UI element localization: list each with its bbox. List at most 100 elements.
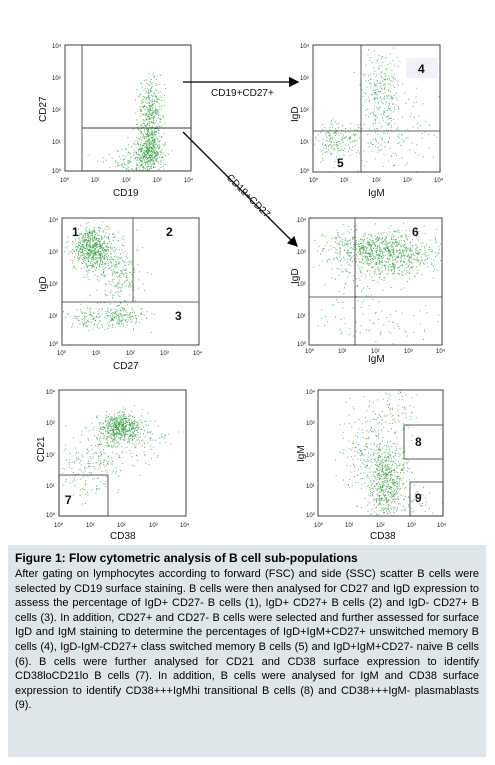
gate-cd27-negative: [81, 127, 192, 172]
plot-frame: [58, 389, 187, 517]
x-tick-labels: 10⁰ 10¹ 10² 10³ 10⁴: [60, 177, 194, 184]
y-tick-labels: 10⁴ 10³ 10² 10¹ 10⁰: [297, 217, 307, 348]
svg-text:10⁰: 10⁰: [309, 177, 319, 184]
figure-caption: Figure 1: Flow cytometric analysis of B …: [8, 545, 486, 757]
x-tick-labels: 10⁰ 10¹ 10² 10³ 10⁴: [309, 177, 444, 184]
y-axis-label: IgD: [290, 106, 301, 122]
x-axis-label: IgM: [368, 188, 385, 199]
arrow-label-cd19-cd27neg: CD19+CD27-: [224, 172, 274, 222]
svg-text:10²: 10²: [300, 108, 309, 114]
svg-text:10³: 10³: [46, 421, 55, 427]
quadrant-number-3: 3: [175, 309, 182, 323]
svg-text:10⁰: 10⁰: [57, 350, 67, 357]
plot-frame: [308, 217, 443, 346]
svg-text:10²: 10²: [122, 178, 131, 184]
panel-cd38-igm: 8 9 IgM CD38 10⁰ 10¹ 10² 10³ 10⁴ 10⁴ 10³…: [296, 389, 447, 540]
svg-text:10⁰: 10⁰: [297, 341, 307, 348]
svg-text:10⁴: 10⁴: [46, 389, 56, 396]
y-axis-label: CD21: [36, 436, 47, 462]
scatter-dots: [62, 405, 180, 505]
quadrant-4-label-background: [406, 58, 438, 78]
svg-text:10²: 10²: [126, 351, 135, 357]
svg-text:10²: 10²: [46, 453, 55, 459]
svg-text:10³: 10³: [149, 523, 158, 529]
caption-text: After gating on lymphocytes according to…: [15, 568, 479, 712]
svg-text:10⁴: 10⁴: [300, 43, 310, 50]
svg-text:10⁴: 10⁴: [52, 43, 62, 50]
panel-cd27-igd: 1 2 3 IgD CD27 10⁰ 10¹ 10² 10³ 10⁴ 10⁴ 1…: [38, 217, 203, 372]
plot-frame: [317, 389, 444, 517]
svg-text:10⁴: 10⁴: [180, 522, 190, 529]
gate-cd38lo-cd21lo: [58, 474, 109, 517]
x-axis-label: CD27: [113, 361, 139, 372]
plot-frame: [312, 44, 441, 173]
caption-title: Figure 1: Flow cytometric analysis of B …: [15, 551, 358, 565]
svg-text:10³: 10³: [52, 76, 61, 82]
svg-text:10¹: 10¹: [340, 178, 349, 184]
svg-text:10²: 10²: [52, 108, 61, 114]
svg-text:10³: 10³: [300, 76, 309, 82]
gate-cd38hi-igmneg: [409, 481, 444, 517]
scatter-dots: [87, 72, 173, 171]
svg-text:10⁰: 10⁰: [52, 168, 62, 175]
x-axis-label: CD38: [110, 531, 136, 540]
svg-text:10³: 10³: [403, 178, 412, 184]
svg-text:10⁰: 10⁰: [305, 348, 315, 355]
quadrant-number-6: 6: [412, 225, 419, 239]
svg-text:10³: 10³: [404, 349, 413, 355]
quadrant-number-9: 9: [415, 491, 422, 505]
y-axis-label: CD27: [38, 96, 49, 122]
y-tick-labels: 10⁴ 10³ 10² 10¹ 10⁰: [49, 217, 59, 348]
quadrant-number-8: 8: [415, 435, 422, 449]
svg-text:10⁰: 10⁰: [46, 512, 56, 519]
gating-arrow-cd27neg: CD19+CD27-: [182, 131, 298, 247]
x-axis-label: IgM: [368, 354, 385, 365]
y-tick-labels: 10⁴ 10³ 10² 10¹ 10⁰: [46, 389, 56, 519]
svg-text:10¹: 10¹: [52, 140, 61, 146]
svg-text:10⁴: 10⁴: [49, 217, 59, 224]
arrow-label-cd19-cd27pos: CD19+CD27+: [211, 88, 274, 99]
svg-text:10⁰: 10⁰: [49, 341, 59, 348]
svg-text:10⁰: 10⁰: [300, 168, 310, 175]
svg-text:10⁴: 10⁴: [436, 348, 446, 355]
y-axis-label: IgD: [290, 268, 301, 284]
svg-text:10⁰: 10⁰: [60, 177, 70, 184]
scatter-dots: [314, 47, 440, 172]
svg-text:10¹: 10¹: [91, 178, 100, 184]
panel-igm-igd-cd27pos: 4 5 IgD IgM 10⁰ 10¹ 10² 10³ 10⁴ 10⁴ 10³ …: [290, 43, 444, 199]
scatter-dots: [63, 221, 155, 333]
quadrant-number-7: 7: [65, 493, 72, 507]
x-tick-labels: 10⁰ 10¹ 10² 10³ 10⁴: [54, 522, 190, 529]
svg-text:10²: 10²: [117, 523, 126, 529]
panel-cd38-cd21: 7 CD21 CD38 10⁰ 10¹ 10² 10³ 10⁴ 10⁴ 10³ …: [36, 389, 190, 540]
panel-cd19-cd27: CD27 CD19 10⁰ 10¹ 10² 10³ 10⁴ 10⁴ 10³ 10…: [38, 43, 194, 199]
svg-text:10⁴: 10⁴: [184, 177, 194, 184]
svg-text:10¹: 10¹: [300, 140, 309, 146]
svg-text:10²: 10²: [371, 349, 380, 355]
y-tick-labels: 10⁴ 10³ 10² 10¹ 10⁰: [300, 43, 310, 175]
svg-text:10³: 10³: [297, 250, 306, 256]
svg-text:10¹: 10¹: [297, 314, 306, 320]
svg-text:10⁰: 10⁰: [54, 522, 64, 529]
svg-text:10⁴: 10⁴: [434, 177, 444, 184]
gate-cd27-positive: [81, 44, 192, 129]
x-axis-label: CD19: [113, 188, 139, 199]
scatter-dots: [313, 222, 442, 345]
svg-text:10²: 10²: [372, 178, 381, 184]
y-axis-label: IgM: [296, 445, 307, 462]
gating-arrow-cd27pos: CD19+CD27+: [183, 76, 300, 99]
svg-text:10²: 10²: [297, 282, 306, 288]
svg-text:10¹: 10¹: [49, 314, 58, 320]
scatter-dots: [335, 391, 443, 515]
svg-text:10³: 10³: [49, 250, 58, 256]
flow-cytometry-figure: CD27 CD19 10⁰ 10¹ 10² 10³ 10⁴ 10⁴ 10³ 10…: [36, 43, 447, 540]
gate-cd38hi-igmhi: [403, 424, 444, 460]
svg-text:10³: 10³: [160, 351, 169, 357]
y-tick-labels: 10⁴ 10³ 10² 10¹ 10⁰: [306, 389, 316, 519]
quadrant-number-2: 2: [166, 225, 173, 239]
y-tick-labels: 10⁴ 10³ 10² 10¹ 10⁰: [52, 43, 62, 175]
panel-igm-igd-cd27neg: 6 IgD IgM 10⁰ 10¹ 10² 10³ 10⁴ 10⁴ 10³ 10…: [290, 217, 446, 365]
quadrant-number-5: 5: [337, 156, 344, 170]
plot-frame: [61, 217, 200, 346]
svg-text:10¹: 10¹: [46, 484, 55, 490]
